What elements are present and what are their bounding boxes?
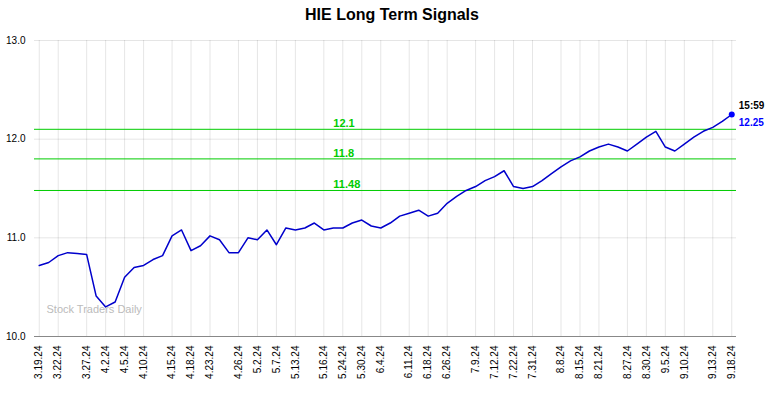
svg-text:9.13.24: 9.13.24 xyxy=(707,345,718,379)
svg-text:15:59: 15:59 xyxy=(739,100,765,111)
svg-text:9.18.24: 9.18.24 xyxy=(726,345,737,379)
svg-text:8.27.24: 8.27.24 xyxy=(622,345,633,379)
svg-text:5.7.24: 5.7.24 xyxy=(271,345,282,373)
svg-text:12.25: 12.25 xyxy=(739,117,764,128)
svg-text:6.18.24: 6.18.24 xyxy=(422,345,433,379)
svg-text:8.15.24: 8.15.24 xyxy=(574,345,585,379)
svg-text:3.19.24: 3.19.24 xyxy=(33,345,44,379)
svg-text:4.18.24: 4.18.24 xyxy=(185,345,196,379)
svg-text:12.1: 12.1 xyxy=(333,117,354,129)
svg-text:4.2.24: 4.2.24 xyxy=(100,345,111,373)
svg-text:11.0: 11.0 xyxy=(7,232,26,243)
svg-text:7.31.24: 7.31.24 xyxy=(527,345,538,379)
svg-text:5.30.24: 5.30.24 xyxy=(356,345,367,379)
svg-text:5.16.24: 5.16.24 xyxy=(318,345,329,379)
html-text:HIE Long Term Signals: HIE Long Term Signals xyxy=(305,6,479,23)
svg-text:5.2.24: 5.2.24 xyxy=(252,345,263,373)
svg-text:6.11.24: 6.11.24 xyxy=(403,345,414,378)
svg-text:5.24.24: 5.24.24 xyxy=(337,345,348,379)
svg-text:9.5.24: 9.5.24 xyxy=(660,345,671,373)
svg-text:13.0: 13.0 xyxy=(6,35,26,46)
svg-text:8.21.24: 8.21.24 xyxy=(593,345,604,379)
svg-text:3.27.24: 3.27.24 xyxy=(81,345,92,379)
svg-text:11.48: 11.48 xyxy=(333,178,360,190)
svg-text:7.12.24: 7.12.24 xyxy=(489,345,500,379)
svg-text:8.30.24: 8.30.24 xyxy=(641,345,652,379)
svg-text:5.13.24: 5.13.24 xyxy=(290,345,301,379)
svg-text:6.4.24: 6.4.24 xyxy=(375,345,386,373)
svg-text:4.26.24: 4.26.24 xyxy=(233,345,244,379)
svg-text:4.23.24: 4.23.24 xyxy=(204,345,215,379)
svg-text:4.5.24: 4.5.24 xyxy=(119,345,130,373)
svg-text:3.22.24: 3.22.24 xyxy=(52,345,63,379)
svg-text:8.8.24: 8.8.24 xyxy=(555,345,566,373)
svg-text:7.9.24: 7.9.24 xyxy=(470,345,481,373)
svg-text:6.26.24: 6.26.24 xyxy=(441,345,452,379)
svg-text:7.22.24: 7.22.24 xyxy=(508,345,519,379)
svg-text:10.0: 10.0 xyxy=(6,331,26,342)
svg-text:4.10.24: 4.10.24 xyxy=(138,345,149,379)
svg-text:12.0: 12.0 xyxy=(6,133,26,144)
svg-text:9.10.24: 9.10.24 xyxy=(679,345,690,379)
svg-text:Stock Traders Daily: Stock Traders Daily xyxy=(47,303,143,315)
svg-text:11.8: 11.8 xyxy=(333,147,354,159)
svg-text:4.15.24: 4.15.24 xyxy=(166,345,177,379)
